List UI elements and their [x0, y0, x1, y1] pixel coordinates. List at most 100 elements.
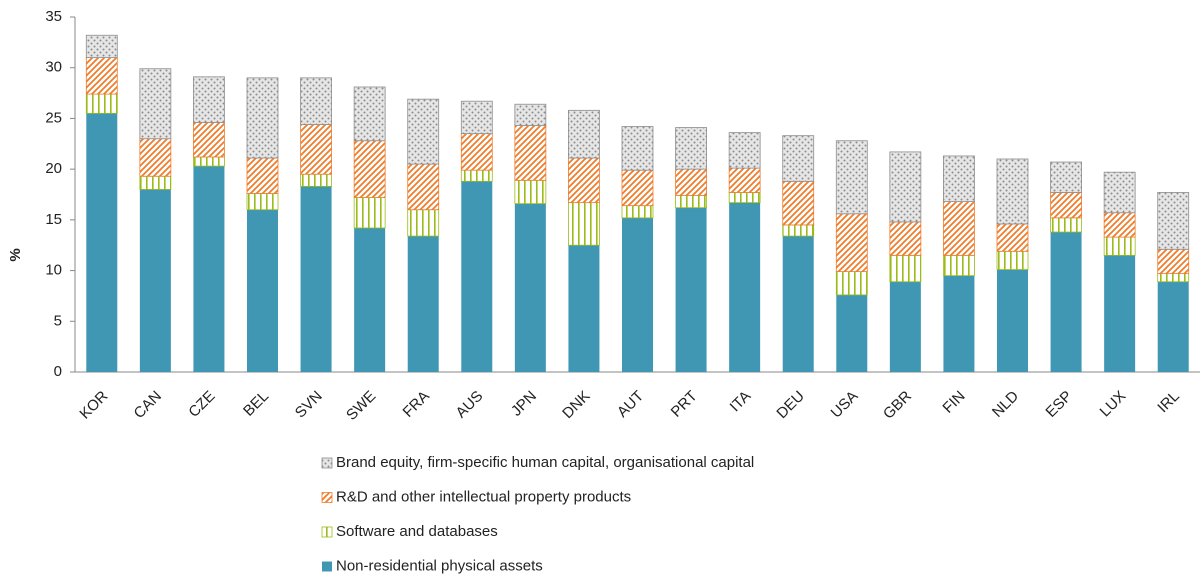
x-tick-label: AUS	[453, 388, 487, 422]
bar-segment	[460, 133, 493, 171]
bar-segment	[300, 124, 332, 175]
x-tick-label: NLD	[989, 388, 1022, 421]
bar-segment	[728, 167, 761, 193]
x-tick-label: SVN	[292, 388, 326, 422]
bar-segment	[246, 157, 279, 194]
bar-segment	[889, 254, 922, 283]
bar-segment	[407, 163, 440, 211]
bar-segment	[621, 169, 654, 207]
bar-segment	[943, 155, 975, 202]
bar-segment	[193, 166, 225, 372]
bar-segment	[943, 254, 975, 277]
bar-segment	[300, 77, 332, 125]
bar-segment	[889, 151, 922, 223]
bar-segment	[621, 126, 654, 171]
y-tick-label: 35	[45, 8, 62, 25]
bar-segment	[353, 197, 386, 229]
bar-segment	[1157, 281, 1189, 372]
bar-segment	[514, 179, 547, 205]
bar-segment	[1157, 248, 1190, 275]
bar-segment	[782, 135, 815, 182]
bar-segment	[1103, 212, 1136, 238]
bar-segment	[246, 193, 279, 211]
bar-segment	[728, 132, 761, 169]
x-tick-label: FIN	[939, 388, 968, 417]
bar-segment	[729, 202, 761, 372]
bar-segment	[1104, 255, 1136, 372]
bar-segment	[300, 186, 332, 372]
x-tick-label: LUX	[1097, 388, 1130, 421]
bar-segment	[622, 217, 653, 372]
bar-segment	[193, 76, 225, 123]
bar-segment	[86, 113, 118, 372]
x-tick-label: AUT	[614, 388, 647, 421]
bar-segment	[1050, 217, 1082, 233]
bar-segment	[889, 281, 921, 372]
bar-segment	[193, 156, 225, 167]
legend-swatch	[322, 561, 332, 572]
bar-segment	[407, 209, 440, 237]
x-tick-label: USA	[828, 388, 862, 422]
bar-segment	[460, 169, 493, 182]
y-axis-label: %	[7, 248, 24, 261]
legend-swatch	[321, 526, 333, 538]
bar-segment	[139, 175, 172, 190]
bar-segment	[85, 34, 118, 58]
bar-segment	[193, 122, 225, 158]
x-tick-label: CZE	[185, 388, 218, 421]
bar-segment	[996, 223, 1029, 252]
bar-segment	[407, 236, 439, 372]
legend-label: Brand equity, firm-specific human capita…	[336, 454, 754, 471]
bar-segment	[782, 236, 814, 372]
bar-segment	[246, 77, 279, 159]
bar-segment	[675, 207, 707, 372]
bar-segment	[461, 181, 493, 372]
bar-segment	[514, 203, 546, 372]
bar-segment	[139, 189, 171, 372]
x-tick-label: IRL	[1154, 388, 1183, 417]
bar-segment	[675, 127, 707, 170]
legend-label: R&D and other intellectual property prod…	[336, 488, 631, 505]
bar-segment	[354, 227, 386, 372]
x-tick-label: BEL	[240, 388, 272, 420]
legend-swatch	[321, 492, 333, 503]
bar-segment	[836, 294, 868, 372]
legend-label: Software and databases	[336, 523, 498, 540]
bar-segment	[1157, 192, 1190, 250]
x-tick-label: FRA	[400, 388, 433, 421]
x-tick-label: JPN	[508, 388, 540, 420]
bar-segment	[353, 140, 386, 198]
bar-segment	[621, 205, 654, 219]
bar-segment	[782, 180, 815, 226]
y-tick-label: 15	[45, 211, 62, 228]
bar-segment	[1050, 161, 1082, 193]
bar-segment	[675, 168, 707, 196]
bar-segment	[1103, 171, 1136, 214]
bar-segment	[996, 250, 1029, 270]
y-tick-label: 5	[54, 312, 62, 329]
x-tick-label: PRT	[668, 388, 701, 421]
y-tick-label: 30	[45, 59, 62, 76]
bar-segment	[568, 109, 600, 159]
bar-segment	[85, 93, 118, 114]
bar-segment	[568, 202, 600, 246]
bar-segment	[139, 138, 172, 177]
x-tick-label: ESP	[1042, 388, 1075, 421]
bar-segment	[85, 57, 118, 95]
y-tick-label: 25	[45, 109, 62, 126]
legend-swatch	[321, 457, 333, 469]
bar-segment	[353, 86, 386, 142]
y-tick-label: 20	[45, 160, 62, 177]
bar-segment	[460, 100, 493, 135]
x-tick-label: DNK	[559, 388, 593, 422]
bar-segment	[139, 68, 172, 140]
bar-segment	[300, 173, 332, 187]
bar-segment	[782, 224, 815, 237]
x-tick-label: CAN	[131, 388, 165, 422]
y-tick-label: 10	[45, 262, 62, 279]
bar-segment	[675, 195, 707, 209]
bar-segment	[835, 213, 868, 272]
y-tick-label: 0	[54, 363, 62, 380]
x-tick-label: ITA	[727, 388, 755, 416]
bar-segment	[1103, 236, 1136, 256]
